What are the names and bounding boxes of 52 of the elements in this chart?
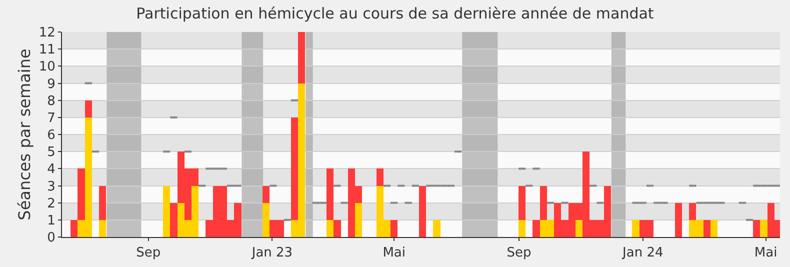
y-tick-label: 8 xyxy=(47,94,56,109)
bar xyxy=(84,100,92,118)
y-tick-label: 11 xyxy=(38,42,56,58)
bar xyxy=(326,168,334,220)
bar xyxy=(298,32,306,84)
bar xyxy=(433,220,440,237)
bar xyxy=(99,220,106,237)
y-tick-label: 1 xyxy=(47,213,56,228)
bar xyxy=(710,220,718,237)
y-tick-label: 10 xyxy=(38,60,56,75)
x-tick-label: Mai xyxy=(754,246,778,261)
bar xyxy=(689,202,696,220)
bar xyxy=(334,220,341,237)
chart-title: Participation en hémicycle au cours de sa dernière année de mandat xyxy=(136,4,654,23)
bar xyxy=(78,168,85,220)
bar xyxy=(632,220,640,237)
bar xyxy=(532,220,540,237)
bar xyxy=(674,202,682,237)
bar xyxy=(291,117,298,220)
bar xyxy=(262,186,270,203)
bar xyxy=(354,202,362,237)
y-tick-label: 9 xyxy=(47,76,56,92)
x-tick-label: Jan 23 xyxy=(250,246,293,261)
bar xyxy=(376,168,384,186)
bar xyxy=(518,186,526,220)
bar xyxy=(418,186,426,237)
y-tick-label: 2 xyxy=(47,196,56,212)
y-tick-label: 0 xyxy=(47,230,56,246)
y-tick-label: 5 xyxy=(47,145,56,160)
bar xyxy=(753,220,760,237)
bar xyxy=(163,186,170,237)
x-tick-label: Sep xyxy=(136,246,161,261)
bar xyxy=(760,220,768,237)
x-tick-label: Mai xyxy=(382,246,406,261)
y-tick-label: 6 xyxy=(47,128,56,144)
x-tick-label: Sep xyxy=(506,246,532,261)
bar xyxy=(262,202,270,237)
y-tick-label: 12 xyxy=(38,26,56,41)
y-axis-title: Séances par semaine xyxy=(14,48,34,220)
bar xyxy=(518,220,526,237)
bar xyxy=(540,186,547,220)
bar xyxy=(575,220,582,237)
bar xyxy=(170,202,178,237)
bar xyxy=(390,220,398,237)
x-tick-label: Jan 24 xyxy=(622,246,664,261)
bar xyxy=(99,186,106,220)
y-tick-label: 3 xyxy=(47,179,56,194)
y-tick-label: 7 xyxy=(47,110,56,126)
bar xyxy=(70,220,78,237)
bar xyxy=(326,220,334,237)
bar xyxy=(703,220,710,237)
y-tick-label: 4 xyxy=(47,162,56,178)
